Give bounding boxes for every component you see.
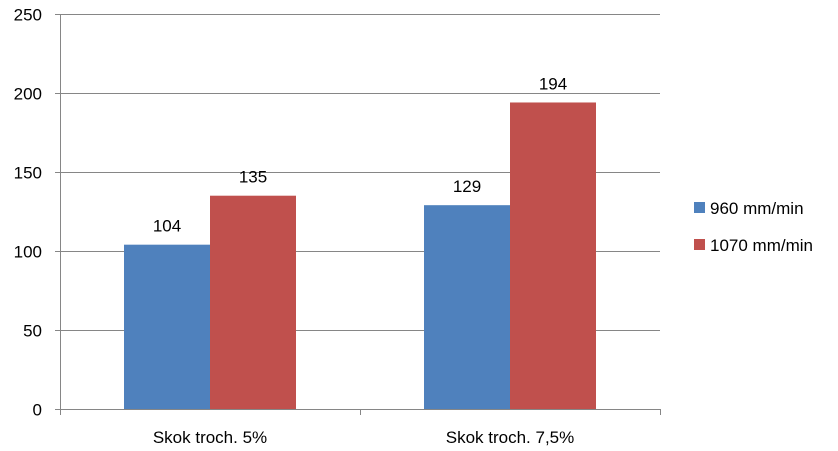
legend-label: 960 mm/min <box>710 199 804 218</box>
bar <box>510 102 596 409</box>
y-tick-label: 50 <box>23 322 42 341</box>
bar <box>424 205 510 409</box>
y-tick-label: 150 <box>14 164 42 183</box>
legend: 960 mm/min 1070 mm/min <box>694 199 813 255</box>
x-category-label: Skok troch. 5% <box>153 428 267 447</box>
y-tick-label: 200 <box>14 85 42 104</box>
legend-swatch <box>694 239 705 250</box>
legend-swatch <box>694 202 705 213</box>
x-category-label: Skok troch. 7,5% <box>446 428 575 447</box>
bar <box>124 244 210 409</box>
y-tick-label: 0 <box>33 401 42 420</box>
bar <box>210 195 296 409</box>
data-label: 104 <box>153 217 181 236</box>
y-tick-label: 250 <box>14 6 42 25</box>
axes: 0 50 100 150 200 250 Skok troch. 5% Skok troch.… <box>14 6 661 447</box>
data-label: 135 <box>239 168 267 187</box>
data-label: 129 <box>453 177 481 196</box>
data-label: 194 <box>539 74 567 93</box>
data-labels: 104 135 129 194 <box>153 74 567 235</box>
legend-label: 1070 mm/min <box>710 236 813 255</box>
y-tick-label: 100 <box>14 243 42 262</box>
bars <box>124 102 596 409</box>
